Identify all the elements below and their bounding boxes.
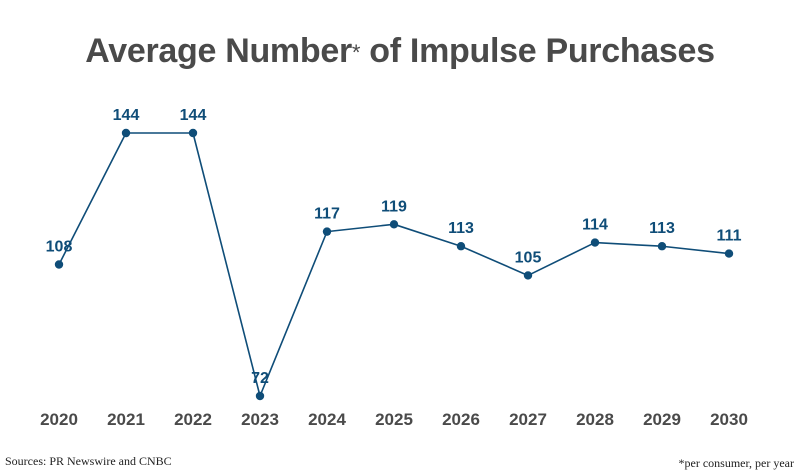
x-axis-tick-labels: 2020 2021 2022 2023 2024 2025 2026 2027 2028 2029… bbox=[40, 410, 748, 429]
data-point-2020 bbox=[54, 260, 64, 269]
series-line-layer bbox=[58, 132, 730, 397]
data-point-layer bbox=[54, 128, 734, 401]
data-label-2028: 114 bbox=[582, 217, 608, 234]
chart-title-asterisk: * bbox=[351, 40, 361, 65]
data-label-2023: 72 bbox=[251, 370, 269, 387]
chart-title: Average Number* of Impulse Purchases bbox=[0, 32, 800, 71]
data-point-2029 bbox=[657, 242, 667, 251]
data-label-2020: 108 bbox=[46, 239, 73, 256]
data-label-2027: 105 bbox=[515, 249, 542, 266]
x-tick-label-2027: 2027 bbox=[509, 410, 547, 429]
data-label-2021: 144 bbox=[113, 107, 140, 124]
data-label-2030: 111 bbox=[717, 228, 742, 245]
data-label-2029: 113 bbox=[649, 220, 675, 237]
x-tick-label-2020: 2020 bbox=[40, 410, 78, 429]
x-tick-label-2026: 2026 bbox=[442, 410, 480, 429]
x-tick-label-2022: 2022 bbox=[174, 410, 212, 429]
data-point-2026 bbox=[456, 242, 466, 251]
data-point-2027 bbox=[523, 271, 533, 280]
source-note: Sources: PR Newswire and CNBC bbox=[5, 454, 172, 468]
data-label-2022: 144 bbox=[180, 107, 207, 124]
x-tick-label-2021: 2021 bbox=[107, 410, 145, 429]
footnote: *per consumer, per year bbox=[678, 456, 794, 470]
data-label-2024: 117 bbox=[314, 206, 340, 223]
data-point-2030 bbox=[724, 249, 734, 258]
data-point-2025 bbox=[389, 220, 399, 229]
data-point-2023 bbox=[255, 391, 265, 401]
x-tick-label-2024: 2024 bbox=[308, 410, 346, 429]
chart-title-rest: of Impulse Purchases bbox=[360, 32, 715, 70]
data-label-layer: 108 144 144 72 117 119 113 105 114 113 111 bbox=[46, 107, 742, 387]
series-line bbox=[58, 132, 730, 397]
data-label-2025: 119 bbox=[381, 198, 407, 215]
x-tick-label-2025: 2025 bbox=[375, 410, 413, 429]
x-tick-label-2028: 2028 bbox=[576, 410, 614, 429]
data-point-2024 bbox=[322, 227, 332, 236]
chart-title-main: Average Number bbox=[85, 32, 352, 70]
data-point-2021 bbox=[121, 128, 131, 138]
x-tick-label-2030: 2030 bbox=[710, 410, 748, 429]
data-label-2026: 113 bbox=[448, 220, 474, 237]
data-point-2028 bbox=[590, 238, 600, 247]
x-tick-label-2029: 2029 bbox=[643, 410, 681, 429]
data-point-2022 bbox=[188, 128, 198, 138]
x-tick-label-2023: 2023 bbox=[241, 410, 279, 429]
